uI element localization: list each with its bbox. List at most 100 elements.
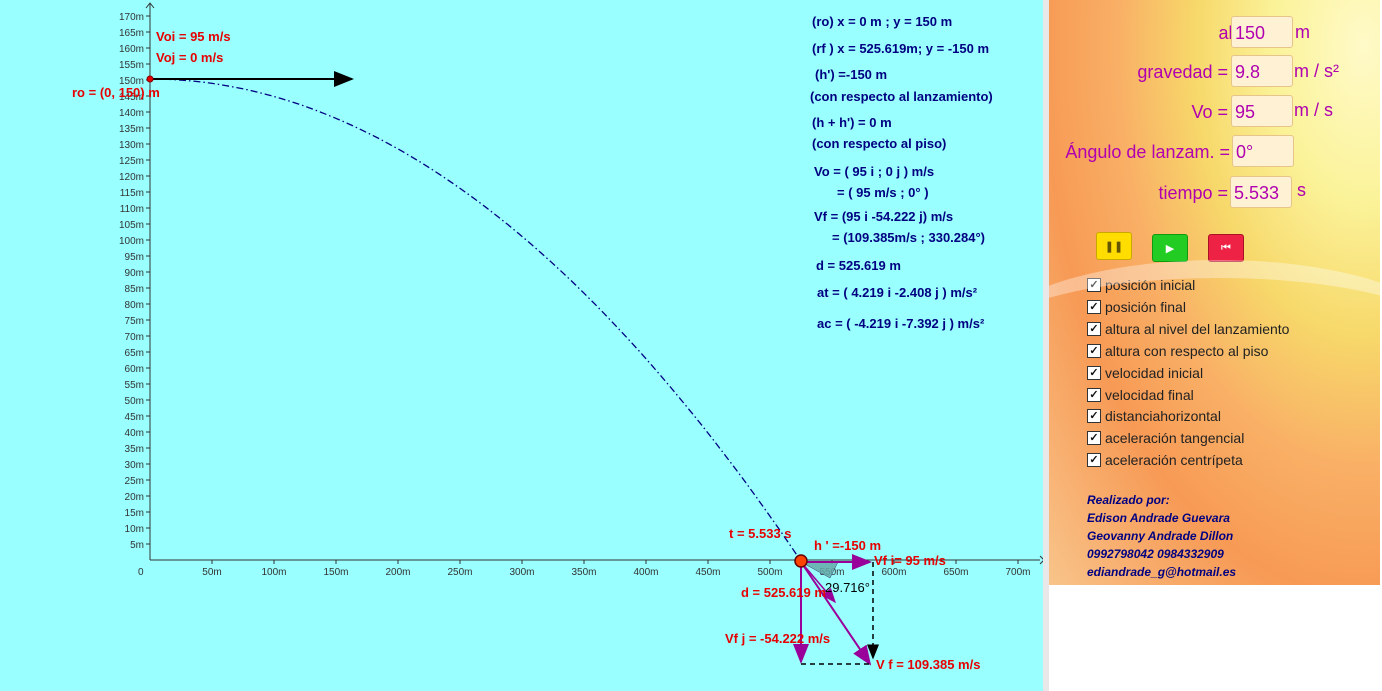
y-tick-label: 160m: [119, 44, 144, 55]
info-ac: ac = ( -4.219 i -7.392 j ) m/s²: [817, 316, 985, 331]
y-tick-label: 105m: [119, 220, 144, 231]
h-prime-label: h ' =-150 m: [814, 538, 881, 553]
distance-label: d = 525.619 m: [741, 585, 826, 600]
trajectory-curve: [149, 78, 802, 562]
checkbox-label: distanciahorizontal: [1105, 408, 1221, 425]
checkbox-checked-icon[interactable]: ✓: [1087, 453, 1101, 468]
x-tick-label: 400m: [633, 567, 658, 578]
y-tick-label: 90m: [125, 268, 144, 279]
info-vo: Vo = ( 95 i ; 0 j ) m/s: [814, 164, 934, 179]
y-tick-label: 165m: [119, 28, 144, 39]
info-panel: (ro) x = 0 m ; y = 150 m (rf ) x = 525.6…: [810, 14, 993, 331]
gravedad-input[interactable]: 9.8: [1231, 55, 1293, 87]
reset-button[interactable]: ⏮: [1208, 234, 1244, 262]
y-tick-label: 55m: [125, 380, 144, 391]
checkbox-checked-icon[interactable]: ✓: [1087, 431, 1101, 446]
info-at: at = ( 4.219 i -2.408 j ) m/s²: [817, 285, 978, 300]
tiempo-label: tiempo =: [1158, 183, 1228, 203]
x-tick-label: 50m: [202, 567, 221, 578]
y-tick-label: 25m: [125, 476, 144, 487]
checkbox-row[interactable]: ✓ posición inicial: [1087, 276, 1195, 294]
x-tick-label: 300m: [509, 567, 534, 578]
tiempo-unit: s: [1297, 180, 1306, 200]
info-h-sum: (h + h') = 0 m: [812, 115, 892, 130]
credits-email: ediandrade_g@hotmail.es: [1087, 565, 1237, 579]
vo-label: Vo =: [1191, 102, 1228, 122]
checkbox-label: aceleración tangencial: [1105, 430, 1245, 447]
altura-unit: m: [1295, 22, 1310, 42]
y-tick-label: 155m: [119, 60, 144, 71]
y-tick-label: 45m: [125, 412, 144, 423]
y-tick-label: 40m: [125, 428, 144, 439]
pause-button[interactable]: ❚❚: [1096, 232, 1132, 260]
graphics-view[interactable]: 5m 10m 15m 20m 25m 30m 35m 40m 45m 50m 55m 60m 65m 70…: [0, 0, 1043, 691]
gravedad-unit: m / s²: [1294, 61, 1339, 81]
checkbox-row[interactable]: ✓ altura al nivel del lanzamiento: [1087, 320, 1289, 338]
tangential-accel-vector[interactable]: [800, 561, 836, 604]
y-tick-label: 35m: [125, 444, 144, 455]
checkbox-checked-icon[interactable]: ✓: [1087, 409, 1101, 424]
checkbox-label: posición inicial: [1105, 277, 1196, 293]
checkbox-label: velocidad final: [1105, 386, 1194, 403]
altura-input[interactable]: 150: [1231, 16, 1293, 48]
play-button[interactable]: ▶: [1152, 234, 1188, 262]
y-tick-label: 95m: [125, 252, 144, 263]
x-tick-label: 450m: [695, 567, 720, 578]
tiempo-input[interactable]: 5.533: [1230, 176, 1292, 208]
y-tick-label: 135m: [119, 124, 144, 135]
checkbox-row[interactable]: ✓ aceleración centrípeta: [1087, 451, 1243, 469]
vf-vector[interactable]: [800, 561, 872, 666]
x-tick-label: 650m: [943, 567, 968, 578]
checkbox-checked-icon[interactable]: ✓: [1087, 299, 1101, 314]
checkbox-label: posición final: [1105, 298, 1186, 315]
vo-input[interactable]: 95: [1231, 95, 1293, 127]
checkbox-row[interactable]: ✓ posición final: [1087, 298, 1186, 316]
y-tick-label: 65m: [125, 348, 144, 359]
y-tick-label: 100m: [119, 236, 144, 247]
voi-label: Voi = 95 m/s: [156, 29, 231, 44]
y-tick-label: 80m: [125, 300, 144, 311]
checkbox-checked-icon[interactable]: ✓: [1087, 321, 1101, 336]
info-vf-polar: = (109.385m/s ; 330.284°): [832, 230, 985, 245]
gravedad-label: gravedad =: [1137, 62, 1228, 82]
checkbox-row[interactable]: ✓ altura con respecto al piso: [1087, 342, 1268, 360]
checkbox-label: velocidad inicial: [1105, 364, 1204, 381]
info-vf: Vf = (95 i -54.222 j) m/s: [814, 209, 953, 224]
x-tick-label: 250m: [447, 567, 472, 578]
checkbox-row[interactable]: ✓ velocidad final: [1087, 386, 1194, 404]
play-icon: ▶: [1165, 242, 1175, 255]
checkbox-row[interactable]: ✓ velocidad inicial: [1087, 364, 1203, 382]
checkbox-checked-icon[interactable]: ✓: [1087, 387, 1101, 402]
y-tick-label: 70m: [125, 332, 144, 343]
angulo-input[interactable]: 0°: [1232, 135, 1294, 167]
credits-phones: 0992798042 0984332909: [1087, 547, 1224, 561]
x-tick-label: 600m: [881, 567, 906, 578]
checkbox-checked-icon[interactable]: ✓: [1087, 365, 1101, 380]
checkbox-label: aceleración centrípeta: [1105, 452, 1243, 469]
y-tick-label: 130m: [119, 140, 144, 151]
checkbox-row[interactable]: ✓ aceleración tangencial: [1087, 429, 1244, 447]
y-tick-label: 110m: [120, 204, 144, 215]
checkbox-checked-icon[interactable]: ✓: [1087, 343, 1101, 358]
x-tick-label: 700m: [1005, 567, 1030, 578]
y-tick-label: 30m: [125, 460, 144, 471]
checkbox-row[interactable]: ✓ distanciahorizontal: [1087, 407, 1221, 425]
y-tick-label: 150m: [119, 76, 144, 87]
checkbox-checked-icon[interactable]: ✓: [1087, 278, 1101, 292]
y-tick-label: 85m: [125, 284, 144, 295]
vo-unit: m / s: [1294, 100, 1333, 120]
info-rf: (rf ) x = 525.619m; y = -150 m: [812, 41, 989, 56]
rewind-icon: ⏮: [1221, 241, 1231, 254]
info-h-sum-note: (con respecto al piso): [812, 136, 946, 151]
x-tick-label: 350m: [571, 567, 596, 578]
y-tick-label: 140m: [119, 108, 144, 119]
ro-label: ro = (0, 150) m: [72, 85, 160, 100]
coordinate-axes: [145, 2, 1043, 565]
y-tick-label: 145m: [119, 92, 144, 103]
angulo-label: Ángulo de lanzam. =: [1065, 142, 1230, 162]
y-tick-label: 20m: [125, 492, 144, 503]
final-position-point[interactable]: [794, 554, 808, 568]
info-ro: (ro) x = 0 m ; y = 150 m: [812, 14, 952, 29]
y-tick-label: 50m: [125, 396, 144, 407]
initial-position-point[interactable]: [146, 75, 154, 83]
